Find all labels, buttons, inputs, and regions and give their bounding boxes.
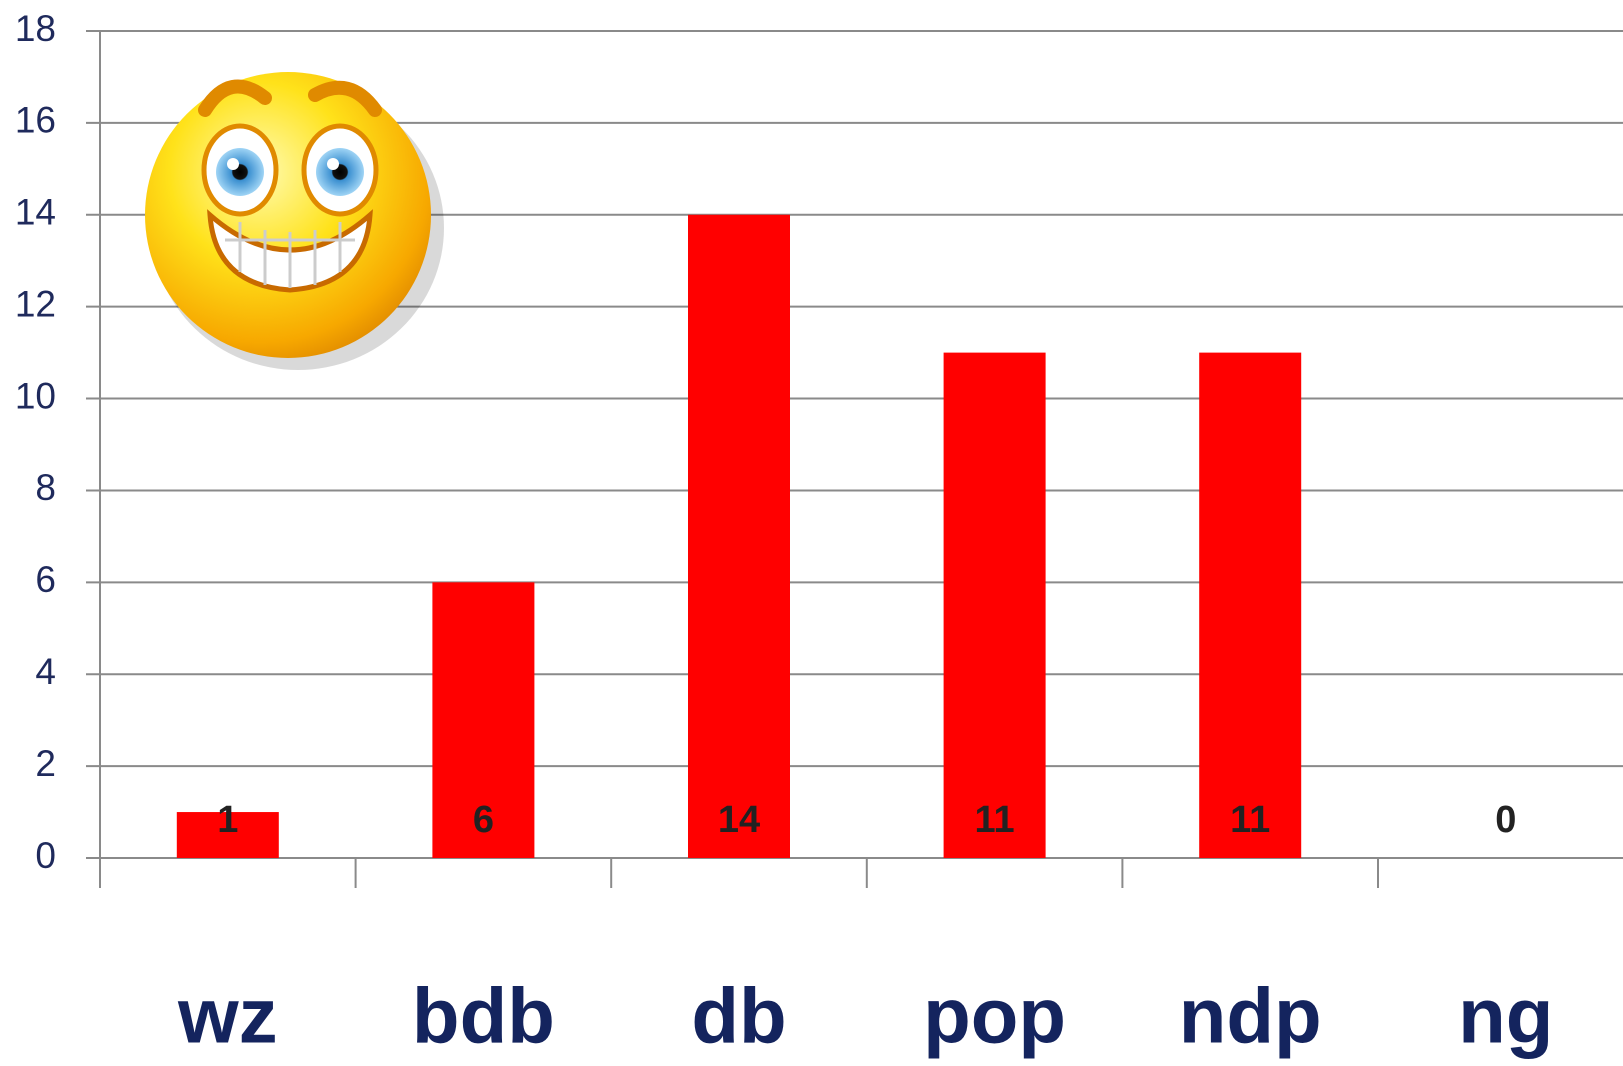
x-tick-label: db (691, 972, 786, 1060)
y-tick-label: 8 (35, 467, 56, 508)
value-label: 1 (217, 799, 238, 841)
x-tick-label: wz (177, 972, 278, 1060)
y-tick-label: 4 (35, 651, 56, 692)
bar (943, 352, 1046, 858)
y-tick-label: 0 (35, 835, 56, 876)
y-tick-label: 16 (15, 100, 56, 141)
y-tick-label: 14 (15, 192, 56, 233)
y-tick-label: 10 (15, 375, 56, 416)
bar (688, 214, 790, 858)
y-tick-label: 6 (35, 559, 56, 600)
bar (176, 812, 279, 858)
value-label: 11 (975, 799, 1015, 841)
value-label: 11 (1230, 799, 1270, 841)
plot-area: 0 2 4 6 8 10 12 14 16 18 wz 1 bdb 6 db 14 pop 11 ndp 11 ng 0 (15, 8, 1623, 1060)
x-tick-label: ndp (1179, 972, 1322, 1060)
bar (1199, 352, 1302, 858)
value-label: 0 (1495, 799, 1516, 841)
y-tick-label: 2 (35, 743, 56, 784)
x-tick-label: bdb (412, 972, 555, 1060)
smiley-icon (145, 72, 444, 370)
x-tick-label: ng (1458, 972, 1553, 1060)
bar (432, 582, 535, 858)
x-tick-label: pop (923, 972, 1066, 1060)
value-label: 6 (473, 799, 494, 841)
y-tick-label: 18 (15, 8, 56, 49)
y-tick-label: 12 (15, 283, 56, 324)
value-label: 14 (718, 799, 760, 841)
